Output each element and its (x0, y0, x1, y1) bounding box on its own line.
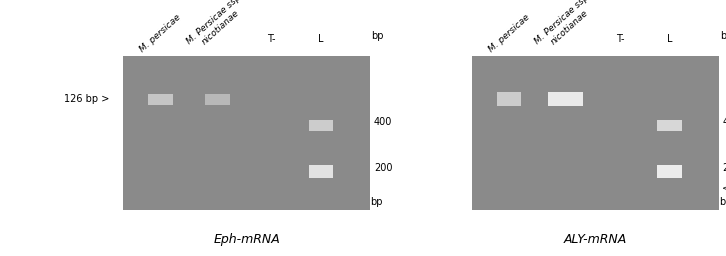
Text: L: L (318, 34, 324, 44)
Text: 200: 200 (722, 163, 726, 174)
Text: 400: 400 (374, 117, 392, 127)
Text: M. persicae: M. persicae (138, 13, 183, 54)
FancyBboxPatch shape (657, 120, 682, 131)
Text: bp: bp (719, 31, 726, 41)
FancyBboxPatch shape (123, 56, 370, 210)
FancyBboxPatch shape (497, 92, 521, 106)
Text: M. persicae: M. persicae (486, 13, 531, 54)
Text: < 124 bp: < 124 bp (722, 184, 726, 193)
Text: bp: bp (371, 31, 384, 41)
Text: 126 bp >: 126 bp > (64, 94, 109, 104)
Text: T-: T- (267, 34, 276, 44)
Text: 400: 400 (722, 117, 726, 127)
FancyBboxPatch shape (309, 120, 333, 131)
FancyBboxPatch shape (472, 56, 719, 210)
FancyBboxPatch shape (657, 165, 682, 178)
Text: M. Persicae ssp
nicotianae: M. Persicae ssp nicotianae (534, 0, 598, 54)
Text: M. Persicae ssp
nicotianae: M. Persicae ssp nicotianae (185, 0, 250, 54)
Text: bp: bp (370, 197, 383, 207)
Text: 200: 200 (374, 163, 392, 174)
Text: bp: bp (719, 197, 726, 207)
Text: L: L (666, 34, 672, 44)
FancyBboxPatch shape (548, 92, 583, 106)
FancyBboxPatch shape (205, 94, 229, 105)
Text: ALY-mRNA: ALY-mRNA (563, 233, 627, 246)
FancyBboxPatch shape (309, 165, 333, 178)
FancyBboxPatch shape (148, 94, 173, 105)
Text: Eph-mRNA: Eph-mRNA (213, 233, 280, 246)
Text: T-: T- (616, 34, 624, 44)
